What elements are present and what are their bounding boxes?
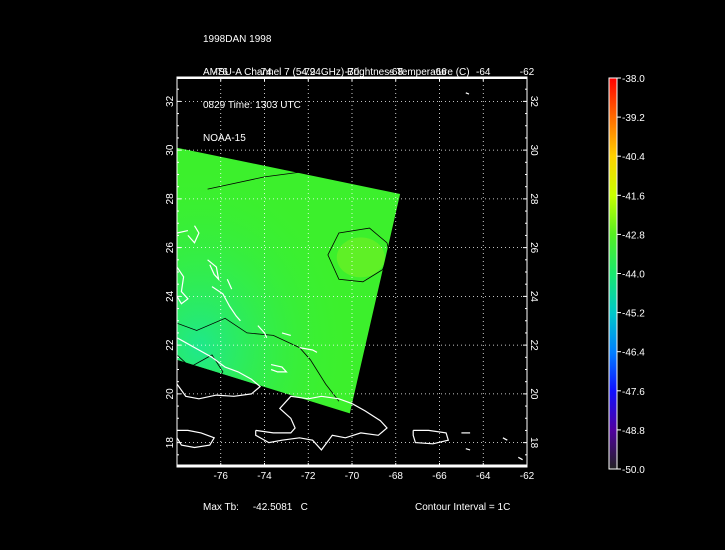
lat-tick-label: 30 — [528, 145, 539, 157]
colorbar: -38.0 -39.2 -40.4 -41.6 -42.8 -44.0 -45.2 -46.4… — [608, 74, 645, 476]
lon-tick-label: -66 — [432, 67, 447, 78]
lat-tick-label: 18 — [528, 437, 539, 449]
lon-labels-bottom: -76 -74 -72 -70 -68 -66 -64 -62 — [214, 471, 535, 482]
lat-tick-label: 26 — [528, 242, 539, 254]
lat-tick-label: 32 — [528, 96, 539, 108]
lon-tick-label: -68 — [389, 67, 404, 78]
max-tb-unit: C — [300, 502, 308, 513]
contour-interval: Contour Interval = 1C — [415, 502, 511, 513]
lat-tick-label: 22 — [528, 340, 539, 352]
colorbar-label: -47.6 — [622, 387, 645, 398]
colorbar-label: -50.0 — [622, 465, 645, 476]
lon-tick-label: -72 — [301, 471, 316, 482]
coastline — [177, 266, 189, 305]
lon-tick-label: -72 — [301, 67, 316, 78]
header-title: 1998DAN 1998 — [203, 34, 272, 45]
colorbar-label: -40.4 — [622, 152, 645, 163]
colorbar-gradient — [608, 77, 618, 470]
coastline — [281, 332, 291, 336]
colorbar-label: -45.2 — [622, 309, 645, 320]
colorbar-label: -38.0 — [622, 74, 645, 85]
lat-tick-label: 24 — [165, 290, 176, 302]
contour-line — [177, 354, 224, 395]
lon-tick-label: -74 — [257, 67, 272, 78]
swath-cool-region — [177, 147, 401, 414]
lon-tick-label: -62 — [520, 471, 535, 482]
coastline — [187, 225, 200, 244]
header-product: AMSU-A Channel 7 (54.94GHz) Brightness T… — [203, 67, 470, 78]
coastline — [177, 337, 262, 400]
max-tb-value: -42.5081 — [252, 502, 293, 513]
coastline — [257, 325, 268, 339]
lon-tick-label: -76 — [214, 471, 229, 482]
lon-tick-label: -68 — [389, 471, 404, 482]
lat-lon-grid — [177, 77, 527, 467]
lon-tick-label: -70 — [345, 471, 360, 482]
lon-tick-label: -74 — [257, 471, 272, 482]
lon-tick-label: -64 — [476, 67, 491, 78]
lon-tick-label: -64 — [476, 471, 491, 482]
lat-labels-right: 18 20 22 24 26 28 30 32 — [528, 96, 539, 449]
coastline — [255, 395, 388, 451]
coastline — [502, 437, 508, 441]
coastline — [177, 230, 189, 234]
colorbar-label: -48.8 — [622, 426, 645, 437]
warm-core — [336, 237, 385, 278]
lat-tick-label: 28 — [528, 193, 539, 205]
lat-tick-label: 20 — [528, 388, 539, 400]
coastline — [226, 279, 233, 290]
header-satellite: NOAA-15 — [203, 133, 246, 144]
lat-tick-label: 30 — [165, 144, 176, 156]
lon-tick-label: -62 — [520, 67, 535, 78]
coastline — [465, 92, 470, 95]
contour-line — [207, 169, 394, 190]
colorbar-ticks: -38.0 -39.2 -40.4 -41.6 -42.8 -44.0 -45.2 -46.4… — [617, 74, 645, 476]
lon-tick-label: -66 — [432, 471, 447, 482]
colorbar-label: -46.4 — [622, 348, 645, 359]
header-time: 0829 Time: 1303 UTC — [203, 100, 301, 111]
coastline — [177, 429, 216, 449]
coastline — [270, 364, 288, 373]
lat-tick-label: 22 — [165, 339, 176, 351]
colorbar-label: -44.0 — [622, 270, 645, 281]
contour-line — [177, 317, 340, 402]
lon-tick-label: -76 — [214, 67, 229, 78]
coastline — [207, 259, 220, 282]
lat-tick-label: 24 — [528, 291, 539, 303]
coastline — [518, 456, 523, 461]
coastlines — [177, 92, 523, 461]
max-tb-label: Max Tb: — [203, 502, 239, 513]
coastline — [465, 448, 471, 451]
lat-tick-label: 28 — [165, 193, 176, 205]
brightness-temperature-swath — [177, 147, 401, 414]
colorbar-label: -41.6 — [622, 191, 645, 202]
colorbar-label: -39.2 — [622, 113, 645, 124]
max-tb-readout: Max Tb: -42.5081 C — [203, 502, 308, 513]
lat-tick-label: 20 — [165, 388, 176, 400]
lat-tick-label: 32 — [165, 95, 176, 107]
colorbar-label: -42.8 — [622, 230, 645, 241]
contour-lines — [177, 169, 394, 402]
coastline — [412, 429, 450, 445]
lat-labels-left: 18 20 22 24 26 28 30 32 — [165, 95, 176, 448]
lat-tick-label: 18 — [165, 437, 176, 449]
lon-labels-top: -76 -74 -72 -70 -68 -66 -64 -62 — [214, 67, 535, 78]
lat-tick-label: 26 — [165, 242, 176, 254]
coastline — [299, 347, 318, 353]
frame-tick-marks — [176, 76, 528, 468]
coastline — [211, 286, 241, 322]
map-header: 1998DAN 1998 AMSU-A Channel 7 (54.94GHz)… — [203, 12, 470, 155]
lon-tick-label: -70 — [345, 67, 360, 78]
contour-line — [327, 227, 390, 283]
